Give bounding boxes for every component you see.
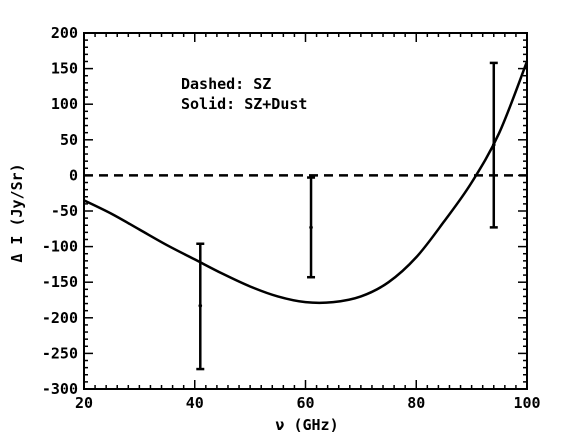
- annotation-solid: Solid: SZ+Dust: [181, 95, 307, 113]
- data-point: [309, 225, 313, 230]
- y-tick-label: 150: [51, 60, 78, 78]
- x-tick-label: 20: [75, 394, 93, 412]
- y-tick-label: -50: [51, 202, 78, 220]
- y-tick-label: 100: [51, 95, 78, 113]
- x-tick-label: 40: [186, 394, 204, 412]
- y-tick-label: -200: [42, 309, 78, 327]
- x-tick-label: 100: [513, 394, 540, 412]
- y-tick-label: -300: [42, 380, 78, 398]
- error-bar: [489, 61, 498, 229]
- tick-labels: 20 40 60 80 100 200 150 100 50 0 -50 -100 -150 -200 -2…: [42, 24, 541, 412]
- axis-ticks: [83, 32, 528, 390]
- y-tick-label: 200: [51, 24, 78, 42]
- x-tick-label: 60: [296, 394, 314, 412]
- x-axis-title: ν (GHz): [275, 416, 338, 434]
- x-tick-label: 80: [407, 394, 425, 412]
- plot-frame: [83, 32, 528, 390]
- y-tick-label: 50: [60, 131, 78, 149]
- data-point: [491, 142, 496, 147]
- data-point: [198, 303, 203, 308]
- error-bar: [307, 176, 316, 279]
- y-tick-label: -100: [42, 238, 78, 256]
- y-tick-label: -150: [42, 273, 78, 291]
- annotation-dashed: Dashed: SZ: [181, 75, 271, 93]
- y-axis-title: Δ I (Jy/Sr): [8, 163, 26, 262]
- error-bar: [196, 242, 205, 371]
- y-tick-label: -250: [42, 344, 78, 362]
- plot-area: [83, 32, 529, 390]
- series-sz-dust-solid-line: [83, 61, 529, 305]
- y-tick-label: 0: [69, 166, 78, 184]
